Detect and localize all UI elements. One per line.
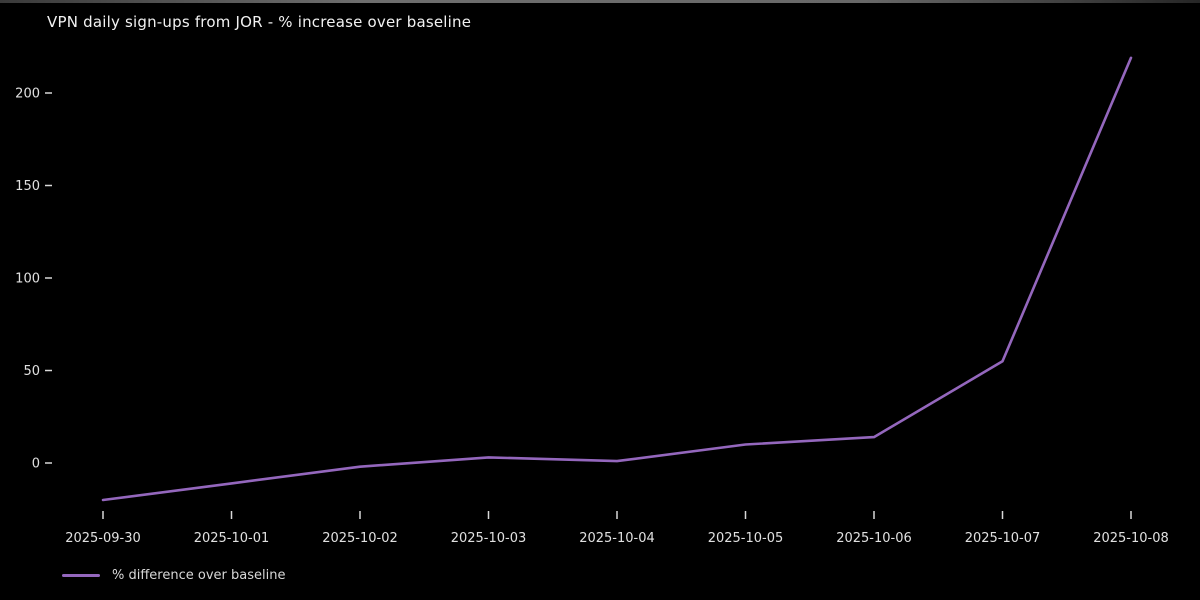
x-tick-label: 2025-10-01	[194, 531, 270, 546]
x-tick-label: 2025-10-04	[579, 531, 655, 546]
y-tick-label: 0	[32, 457, 40, 472]
legend-swatch	[62, 574, 100, 577]
legend-label: % difference over baseline	[112, 568, 286, 583]
chart-title: VPN daily sign-ups from JOR - % increase…	[47, 13, 472, 31]
y-tick-label: 150	[15, 179, 40, 194]
y-tick-label: 100	[15, 272, 40, 287]
x-tick-label: 2025-10-06	[836, 531, 912, 546]
x-tick-label: 2025-10-07	[965, 531, 1041, 546]
x-tick-label: 2025-10-05	[708, 531, 784, 546]
x-tick-label: 2025-09-30	[65, 531, 141, 546]
legend: % difference over baseline	[62, 568, 285, 583]
window-top-edge	[0, 0, 1200, 3]
series-line	[101, 56, 1133, 502]
y-tick-label: 200	[15, 87, 40, 102]
y-tick-label: 50	[23, 364, 40, 379]
x-tick-label: 2025-10-03	[451, 531, 527, 546]
x-tick-label: 2025-10-08	[1093, 531, 1169, 546]
x-tick-label: 2025-10-02	[322, 531, 398, 546]
